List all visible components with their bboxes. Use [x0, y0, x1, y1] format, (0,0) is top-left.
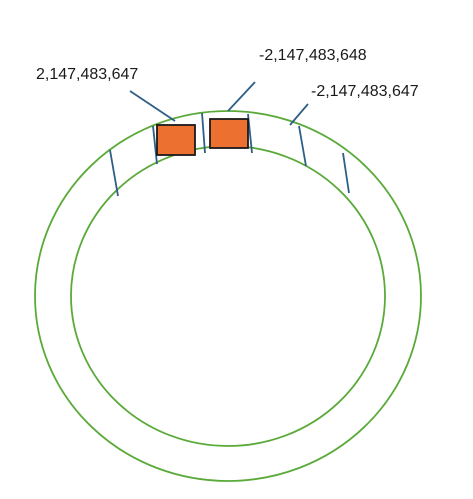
slot-divider [110, 150, 118, 196]
outer-ring [35, 111, 421, 481]
occupied-slot-left [157, 125, 195, 155]
label-top-right: -2,147,483,648 [259, 47, 367, 64]
leader-line-top-right [228, 82, 255, 111]
leader-line-far-right [290, 104, 308, 125]
inner-ring [71, 146, 385, 446]
leader-line-left [130, 91, 175, 121]
slot-divider [343, 153, 349, 193]
label-far-right: -2,147,483,647 [311, 83, 419, 100]
occupied-slot-right [210, 119, 248, 148]
label-left: 2,147,483,647 [36, 66, 138, 83]
slot-divider [299, 126, 306, 166]
